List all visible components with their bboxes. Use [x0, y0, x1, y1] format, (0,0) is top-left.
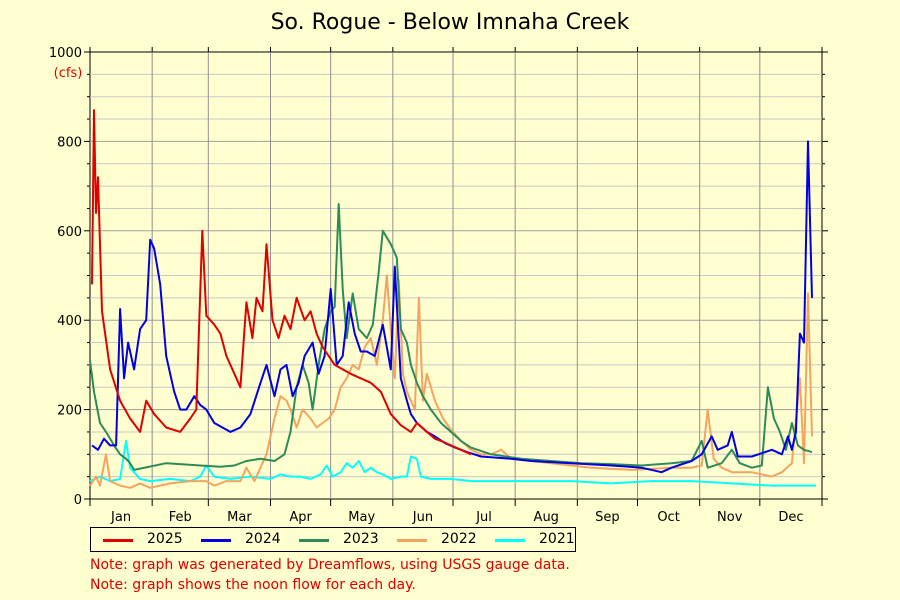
- note-noon-flow: Note: graph shows the noon flow for each…: [90, 577, 416, 593]
- x-tick-label: Apr: [289, 510, 312, 525]
- x-tick-label: Sep: [595, 510, 620, 525]
- note-source: Note: graph was generated by Dreamflows,…: [90, 557, 570, 573]
- axes: 0 200 400 600 800 1000 Jan Feb Mar Apr May Jun Jul Au…: [49, 46, 828, 525]
- series-line-2023: [89, 203, 813, 471]
- series-line-2022: [89, 274, 813, 489]
- y-tick-label: 200: [57, 404, 82, 419]
- legend-swatch: [201, 539, 231, 542]
- x-tick-label: May: [348, 510, 375, 525]
- legend-swatch: [103, 539, 133, 542]
- x-tick-label: Oct: [657, 510, 679, 525]
- series-line-2025: [91, 109, 472, 456]
- legend-label: 2021: [539, 531, 575, 547]
- series-line-2021: [89, 439, 816, 487]
- gridlines: [90, 52, 822, 499]
- legend-label: 2024: [245, 531, 281, 547]
- x-tick-label: Jul: [475, 510, 492, 525]
- x-tick-label: Mar: [227, 510, 252, 525]
- y-tick-label: 600: [57, 225, 82, 240]
- x-tick-label: Jan: [110, 510, 131, 525]
- x-tick-label: Dec: [778, 510, 803, 525]
- series-line-2024: [91, 140, 813, 474]
- legend-swatch: [397, 539, 427, 542]
- legend-label: 2022: [441, 531, 477, 547]
- x-tick-label: Nov: [717, 510, 743, 525]
- y-tick-label: 400: [57, 314, 82, 329]
- legend-swatch: [299, 539, 329, 542]
- series-layer: [89, 109, 816, 489]
- y-tick-label: 1000: [49, 46, 82, 61]
- chart-title: So. Rogue - Below Imnaha Creek: [270, 10, 630, 35]
- x-tick-label: Feb: [169, 510, 192, 525]
- legend: 2025 2024 2023 2022 2021: [90, 527, 576, 552]
- y-axis-label: (cfs): [54, 66, 83, 81]
- x-tick-label: Aug: [534, 510, 559, 525]
- y-tick-label: 0: [74, 493, 82, 508]
- x-tick-label: Jun: [412, 510, 433, 525]
- legend-label: 2023: [343, 531, 379, 547]
- y-tick-label: 800: [57, 135, 82, 150]
- legend-swatch: [495, 539, 525, 542]
- legend-label: 2025: [147, 531, 183, 547]
